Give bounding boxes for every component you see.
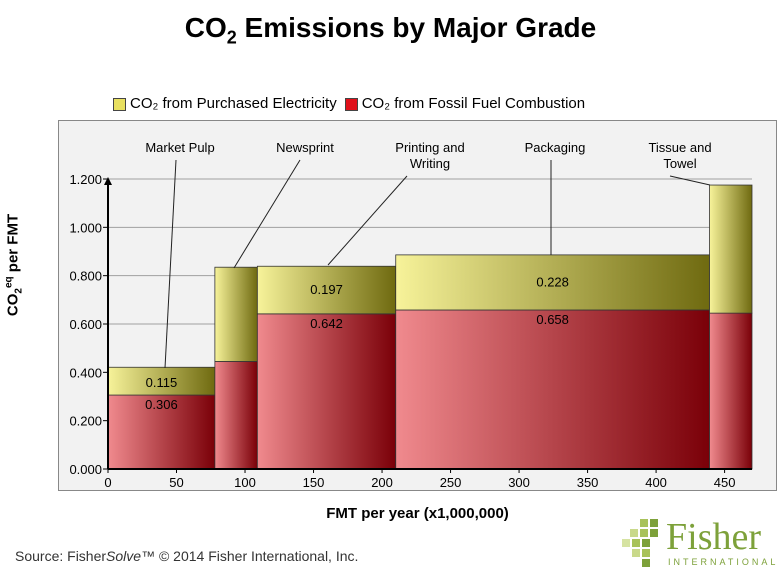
y-tick-label: 0.800 bbox=[69, 269, 102, 284]
y-tick-label: 1.000 bbox=[69, 220, 102, 235]
annotation-label: Writing bbox=[410, 156, 450, 171]
y-tick-label: 0.400 bbox=[69, 365, 102, 380]
x-tick-label: 300 bbox=[508, 475, 530, 490]
bar-electricity bbox=[214, 266, 258, 362]
chart-title: CO2 Emissions by Major Grade bbox=[184, 12, 597, 48]
annotation-label: Towel bbox=[663, 156, 696, 171]
fisher-logo: Fisher INTERNATIONAL bbox=[622, 516, 779, 573]
annotation-leader bbox=[164, 159, 177, 369]
source-note: Source: FisherSolve™ © 2014 Fisher Inter… bbox=[15, 548, 359, 564]
y-tick-label: 0.600 bbox=[69, 317, 102, 332]
data-label-fossil: 0.658 bbox=[536, 312, 569, 327]
y-tick-label: 1.200 bbox=[69, 172, 102, 187]
data-label-electricity: 0.228 bbox=[536, 275, 569, 290]
annotation-leader bbox=[327, 175, 408, 266]
legend-label-fossil: CO₂ from Fossil Fuel Combustion bbox=[361, 95, 586, 112]
data-label-electricity: 0.197 bbox=[310, 282, 343, 297]
data-label-fossil: 0.642 bbox=[310, 316, 343, 331]
x-tick-label: 350 bbox=[577, 475, 599, 490]
annotation-label: Packaging bbox=[525, 140, 586, 155]
chart-legend: CO₂ from Purchased Electricity CO₂ from … bbox=[113, 95, 585, 112]
x-axis-label: FMT per year (x1,000,000) bbox=[326, 505, 509, 522]
legend-swatch-electricity bbox=[113, 97, 126, 111]
data-label-fossil: 0.306 bbox=[145, 397, 178, 412]
bar-fossil bbox=[256, 313, 397, 470]
x-tick-label: 0 bbox=[104, 475, 111, 490]
logo-mark-icon bbox=[622, 519, 658, 567]
bar-electricity bbox=[709, 184, 753, 314]
x-tick-label: 100 bbox=[234, 475, 256, 490]
bar-fossil bbox=[214, 361, 258, 470]
data-label-electricity: 0.115 bbox=[146, 375, 178, 390]
x-tick-label: 50 bbox=[169, 475, 183, 490]
legend-item-fossil: CO₂ from Fossil Fuel Combustion bbox=[344, 95, 586, 112]
annotation-label: Tissue and bbox=[648, 140, 711, 155]
y-axis-arrow bbox=[104, 177, 112, 185]
x-tick-label: 450 bbox=[714, 475, 736, 490]
bar-fossil bbox=[395, 309, 710, 470]
legend-item-electricity: CO₂ from Purchased Electricity bbox=[113, 95, 337, 112]
bar-electricity bbox=[256, 265, 397, 315]
bar-electricity bbox=[395, 254, 710, 311]
annotation-label: Newsprint bbox=[276, 140, 334, 155]
logo-sub: INTERNATIONAL bbox=[668, 557, 779, 567]
x-tick-label: 200 bbox=[371, 475, 393, 490]
annotation-label: Printing and bbox=[395, 140, 464, 155]
annotation-label: Market Pulp bbox=[145, 140, 214, 155]
bar-fossil bbox=[709, 312, 753, 470]
legend-swatch-fossil bbox=[344, 97, 358, 111]
annotation-leader bbox=[233, 159, 301, 269]
x-tick-label: 400 bbox=[645, 475, 667, 490]
legend-label-electricity: CO₂ from Purchased Electricity bbox=[130, 95, 337, 112]
y-tick-label: 0.200 bbox=[69, 414, 102, 429]
x-tick-label: 150 bbox=[303, 475, 325, 490]
x-tick-label: 250 bbox=[440, 475, 462, 490]
annotation-leader bbox=[669, 175, 711, 186]
logo-name: Fisher bbox=[666, 516, 761, 558]
y-tick-label: 0.000 bbox=[69, 462, 102, 477]
